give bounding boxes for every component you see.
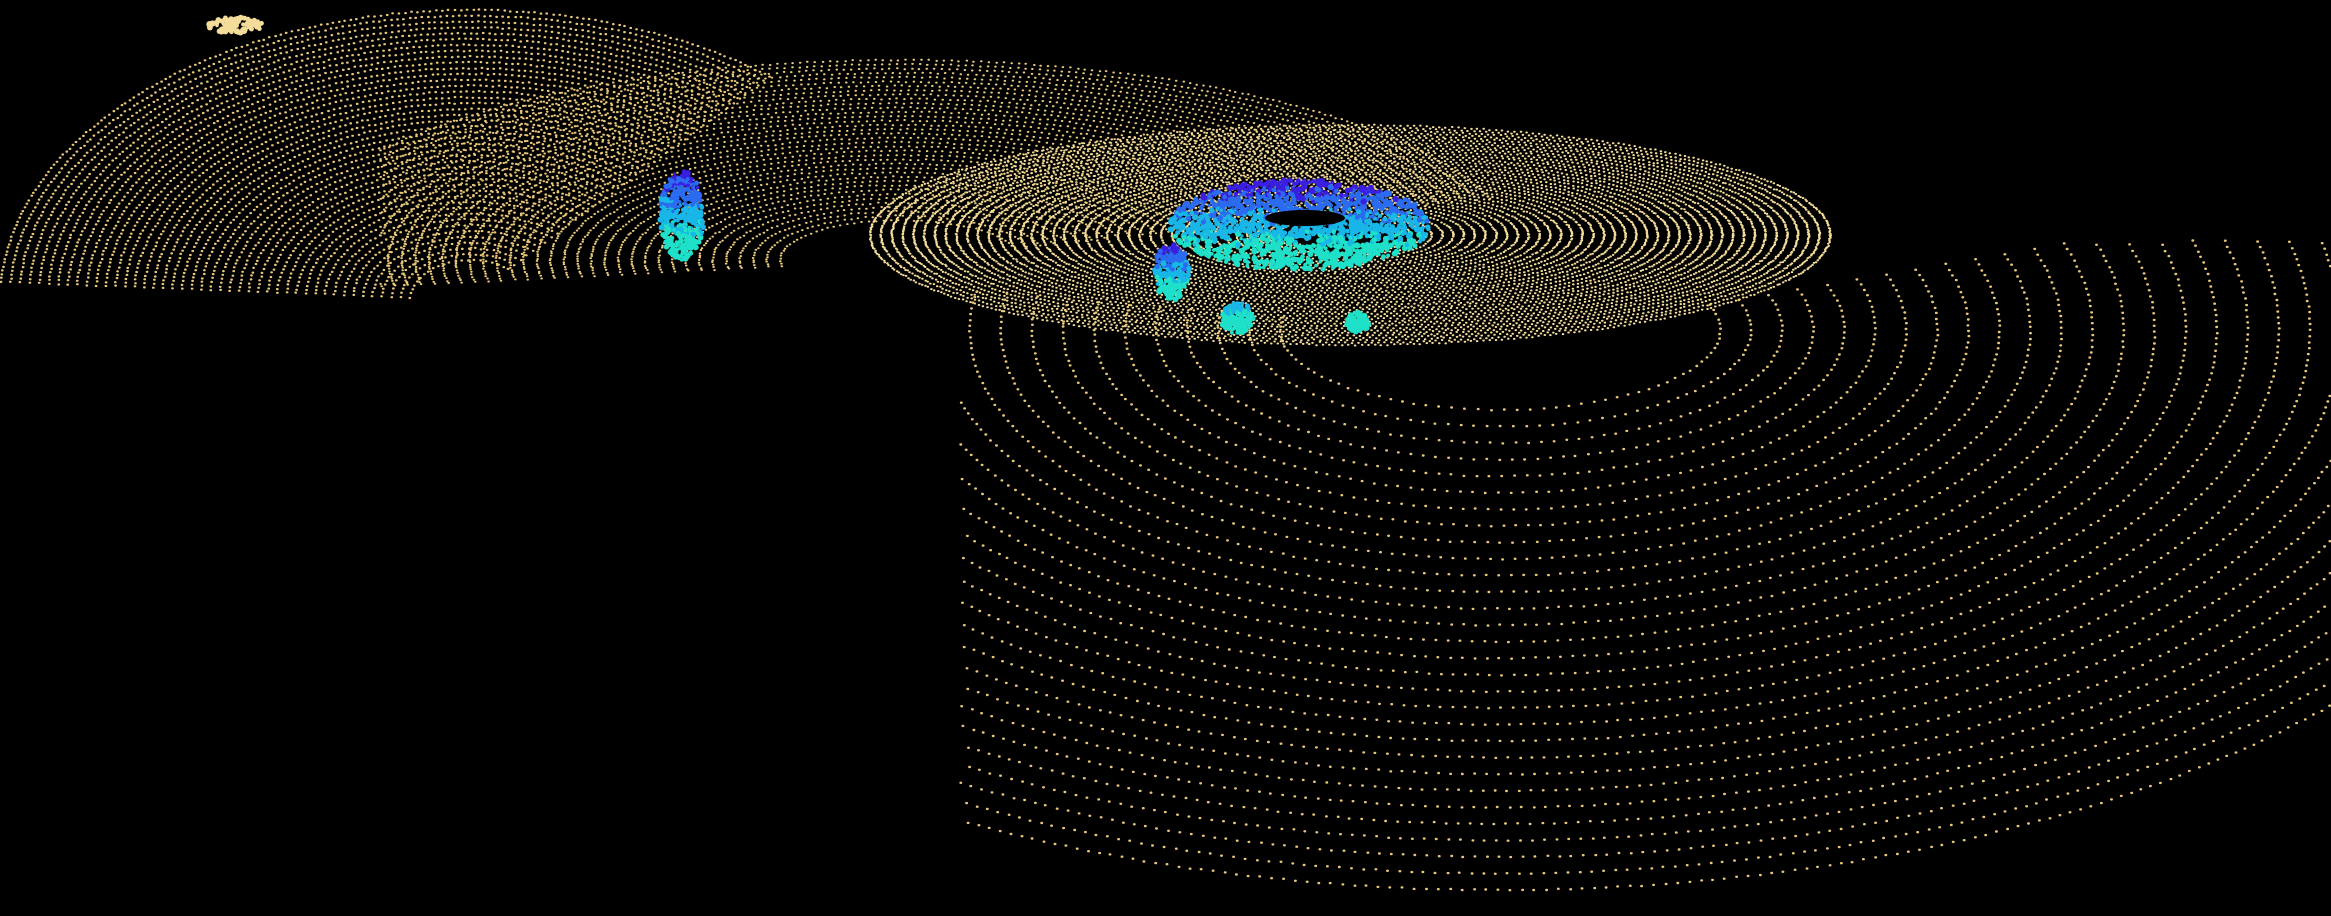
object-clusters xyxy=(206,14,1431,336)
rings-left-points xyxy=(0,8,771,300)
object-cluster-small-3 xyxy=(1344,309,1372,335)
ground-rings-left xyxy=(0,8,771,300)
rings-front-points xyxy=(959,239,2331,892)
object-cluster-topleft xyxy=(206,14,264,36)
object-cluster-left xyxy=(657,169,706,262)
vehicle-shadow xyxy=(1265,210,1345,226)
ground-rings-front xyxy=(959,239,2331,892)
object-cluster-small-1 xyxy=(1152,242,1192,303)
object-cluster-small-2 xyxy=(1219,301,1256,336)
object-cluster-vehicle xyxy=(1167,177,1431,272)
